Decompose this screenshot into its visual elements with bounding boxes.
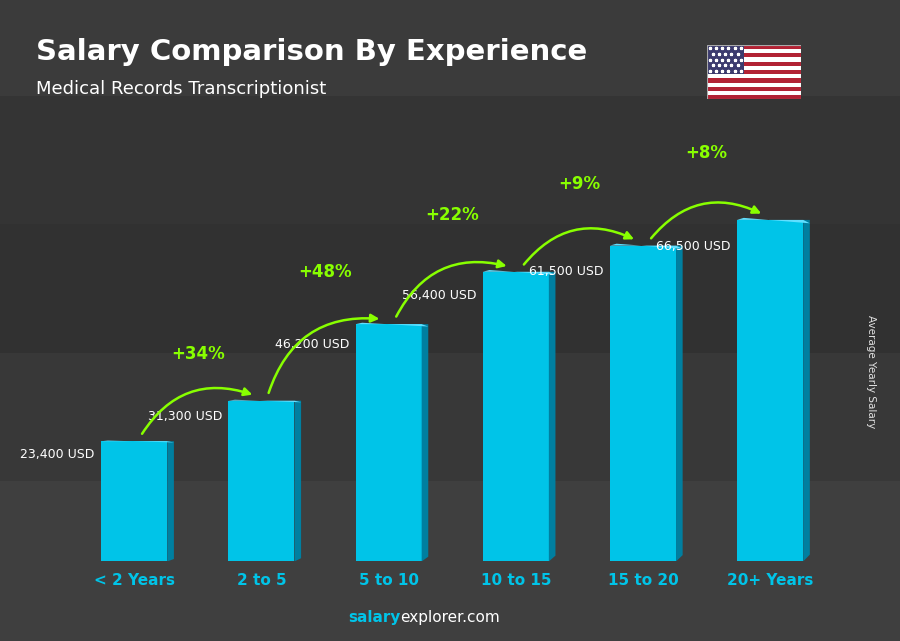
Bar (737, 220, 803, 562)
Polygon shape (549, 272, 555, 562)
Polygon shape (294, 401, 302, 562)
Bar (101, 441, 167, 562)
Bar (706, 70, 801, 74)
Text: Average Yearly Salary: Average Yearly Salary (866, 315, 877, 428)
Text: +48%: +48% (298, 263, 352, 281)
Bar (356, 324, 422, 562)
Bar (706, 62, 801, 66)
Text: +22%: +22% (426, 206, 479, 224)
Bar (706, 45, 744, 74)
Polygon shape (676, 246, 682, 562)
Polygon shape (803, 220, 810, 562)
Polygon shape (610, 244, 682, 249)
Bar (610, 246, 676, 562)
Polygon shape (422, 324, 428, 562)
Polygon shape (737, 218, 810, 223)
Bar (706, 78, 801, 83)
Bar (706, 74, 801, 78)
Text: +34%: +34% (171, 345, 225, 363)
Text: 23,400 USD: 23,400 USD (21, 449, 94, 462)
Bar (706, 45, 801, 49)
Polygon shape (167, 441, 174, 562)
Polygon shape (229, 400, 302, 403)
Text: 56,400 USD: 56,400 USD (401, 289, 476, 302)
Bar (706, 58, 801, 62)
Text: +9%: +9% (558, 174, 600, 193)
Text: 46,200 USD: 46,200 USD (274, 338, 349, 351)
Polygon shape (482, 270, 555, 275)
Text: explorer.com: explorer.com (400, 610, 500, 625)
Text: 31,300 USD: 31,300 USD (148, 410, 222, 423)
Text: +8%: +8% (686, 144, 727, 162)
Polygon shape (356, 322, 428, 326)
Bar (706, 53, 801, 58)
Bar (706, 91, 801, 95)
Bar (706, 49, 801, 53)
Polygon shape (101, 440, 174, 442)
Text: Salary Comparison By Experience: Salary Comparison By Experience (36, 38, 587, 67)
Bar (229, 401, 294, 562)
Bar (706, 95, 801, 99)
Bar (706, 83, 801, 87)
Text: 61,500 USD: 61,500 USD (529, 265, 604, 278)
Text: salary: salary (348, 610, 400, 625)
Bar (706, 87, 801, 91)
Bar (706, 66, 801, 70)
Text: Medical Records Transcriptionist: Medical Records Transcriptionist (36, 80, 326, 98)
Text: 66,500 USD: 66,500 USD (656, 240, 731, 253)
Bar (482, 272, 549, 562)
